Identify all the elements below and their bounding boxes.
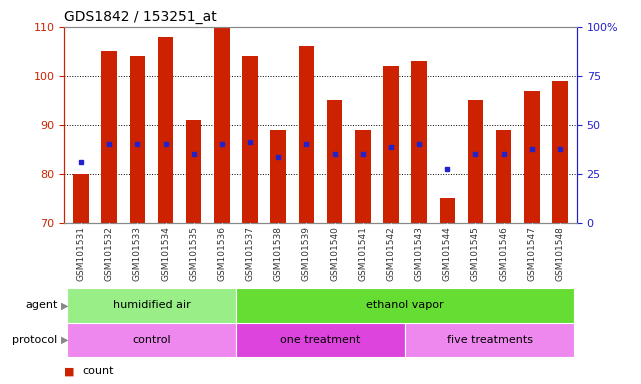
Bar: [383, 66, 399, 223]
Bar: [242, 56, 258, 223]
Text: ■: ■: [64, 366, 74, 376]
Text: GSM101543: GSM101543: [415, 226, 424, 281]
Text: GSM101538: GSM101538: [274, 226, 283, 281]
Bar: [101, 51, 117, 223]
Bar: [236, 323, 405, 357]
Text: GSM101540: GSM101540: [330, 226, 339, 281]
Bar: [496, 130, 512, 223]
Bar: [412, 61, 427, 223]
Bar: [468, 100, 483, 223]
Text: GSM101547: GSM101547: [528, 226, 537, 281]
Text: five treatments: five treatments: [447, 335, 533, 345]
Text: GSM101536: GSM101536: [217, 226, 226, 281]
Bar: [67, 288, 236, 323]
Text: ▶: ▶: [61, 335, 69, 345]
Text: GSM101548: GSM101548: [556, 226, 565, 281]
Text: ▶: ▶: [61, 300, 69, 310]
Bar: [271, 130, 286, 223]
Text: agent: agent: [25, 300, 58, 310]
Text: one treatment: one treatment: [280, 335, 361, 345]
Bar: [327, 100, 342, 223]
Text: ethanol vapor: ethanol vapor: [366, 300, 444, 310]
Bar: [299, 46, 314, 223]
Text: humidified air: humidified air: [113, 300, 190, 310]
Text: GSM101533: GSM101533: [133, 226, 142, 281]
Text: GDS1842 / 153251_at: GDS1842 / 153251_at: [64, 10, 217, 25]
Text: GSM101535: GSM101535: [189, 226, 198, 281]
Bar: [186, 120, 201, 223]
Text: GSM101537: GSM101537: [246, 226, 254, 281]
Bar: [67, 323, 236, 357]
Text: GSM101541: GSM101541: [358, 226, 367, 281]
Bar: [73, 174, 88, 223]
Bar: [440, 198, 455, 223]
Text: protocol: protocol: [12, 335, 58, 345]
Bar: [158, 36, 173, 223]
Text: GSM101539: GSM101539: [302, 226, 311, 281]
Text: control: control: [132, 335, 171, 345]
Text: count: count: [82, 366, 113, 376]
Bar: [405, 323, 574, 357]
Bar: [236, 288, 574, 323]
Text: GSM101531: GSM101531: [76, 226, 85, 281]
Bar: [553, 81, 568, 223]
Bar: [214, 27, 229, 223]
Text: GSM101544: GSM101544: [443, 226, 452, 281]
Text: GSM101546: GSM101546: [499, 226, 508, 281]
Text: GSM101534: GSM101534: [161, 226, 170, 281]
Text: GSM101532: GSM101532: [104, 226, 113, 281]
Bar: [129, 56, 145, 223]
Text: GSM101545: GSM101545: [471, 226, 480, 281]
Text: GSM101542: GSM101542: [387, 226, 395, 281]
Bar: [355, 130, 370, 223]
Bar: [524, 91, 540, 223]
